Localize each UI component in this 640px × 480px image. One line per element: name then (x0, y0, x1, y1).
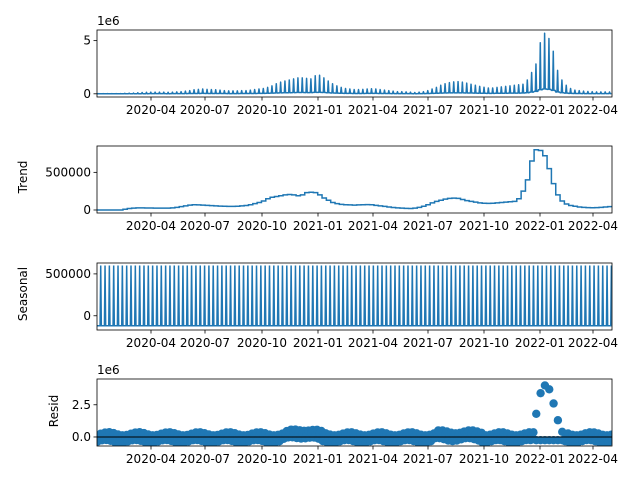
x-tick-label: 2021-01 (293, 219, 343, 233)
x-tick-label: 2020-10 (237, 336, 287, 350)
x-tick-label: 2021-04 (348, 219, 398, 233)
x-tick-label: 2022-04 (568, 452, 618, 466)
x-tick-label: 2020-10 (237, 103, 287, 117)
trend-ylabel: Trend (16, 161, 30, 195)
x-tick-label: 2020-07 (180, 103, 230, 117)
y-tick-label: 0 (83, 203, 91, 217)
y-tick-label: 500000 (45, 267, 91, 281)
resid-point (607, 430, 612, 439)
x-tick-label: 2021-04 (348, 336, 398, 350)
x-tick-label: 2021-07 (403, 219, 453, 233)
x-tick-label: 2022-04 (568, 219, 618, 233)
x-tick-label: 2021-07 (403, 103, 453, 117)
x-tick-label: 2021-01 (293, 452, 343, 466)
x-tick-label: 2020-04 (126, 103, 176, 117)
x-tick-label: 2020-04 (126, 336, 176, 350)
resid-outlier-point (553, 416, 563, 425)
trend-series-line (97, 149, 612, 211)
x-tick-label: 2022-01 (515, 219, 565, 233)
seasonal-series-line (97, 265, 612, 327)
observed-offset-label: 1e6 (97, 14, 120, 28)
axes-frame (96, 262, 613, 331)
plot-area (97, 32, 612, 95)
resid-outlier-point (536, 388, 545, 398)
resid-ylabel: Resid (47, 395, 61, 427)
resid-outlier-point (532, 409, 541, 418)
x-tick-label: 2020-10 (237, 452, 287, 466)
x-tick-label: 2020-07 (180, 336, 230, 350)
axes-frame (96, 145, 613, 214)
x-tick-label: 2021-10 (459, 103, 509, 117)
x-tick-label: 2020-07 (180, 452, 230, 466)
plot-area (97, 149, 612, 211)
x-tick-label: 2021-01 (293, 103, 343, 117)
resid-panel: 1e6 Resid 0.0 2.5 2020-04 2020-07 2020-10 202… (47, 363, 618, 466)
x-tick-label: 2022-04 (568, 103, 618, 117)
x-tick-label: 2021-01 (293, 336, 343, 350)
y-tick-label: 0 (83, 309, 91, 323)
x-tick-label: 2021-04 (348, 103, 398, 117)
x-tick-label: 2020-04 (126, 219, 176, 233)
x-tick-label: 2022-01 (515, 336, 565, 350)
resid-outlier-point (545, 385, 554, 394)
y-tick-label: 0.0 (72, 430, 91, 444)
x-tick-label: 2021-07 (403, 452, 453, 466)
x-tick-label: 2021-10 (459, 452, 509, 466)
y-tick-label: 0 (83, 87, 91, 101)
x-tick-label: 2022-01 (515, 452, 565, 466)
axes-frame (96, 378, 613, 447)
x-tick-label: 2022-01 (515, 103, 565, 117)
x-tick-label: 2021-10 (459, 219, 509, 233)
x-tick-label: 2022-04 (568, 336, 618, 350)
x-tick-label: 2020-04 (126, 452, 176, 466)
resid-outlier-point (549, 399, 558, 408)
x-tick-label: 2021-10 (459, 336, 509, 350)
y-tick-label: 500000 (45, 165, 91, 179)
seasonal-ylabel: Seasonal (16, 267, 30, 321)
trend-panel: Trend 0 500000 2020-04 2020-07 2020-10 2021-0… (16, 145, 618, 233)
resid-offset-label: 1e6 (97, 363, 120, 377)
resid-point (529, 428, 538, 437)
y-tick-label: 2.5 (72, 398, 91, 412)
x-tick-label: 2021-07 (403, 336, 453, 350)
plot-area (97, 265, 612, 327)
y-tick-label: 5 (83, 34, 91, 48)
x-tick-label: 2020-07 (180, 219, 230, 233)
observed-series-line (97, 32, 612, 95)
x-tick-label: 2020-10 (237, 219, 287, 233)
x-tick-label: 2021-04 (348, 452, 398, 466)
plot-area (97, 381, 612, 446)
seasonal-panel: Seasonal 0 500000 2020-04 2020-07 2020-10 202… (16, 262, 618, 350)
axes-frame (96, 29, 613, 98)
observed-panel: 1e6 0 5 2020-04 2020-07 2020-10 2021-01 2021-0… (83, 14, 618, 117)
